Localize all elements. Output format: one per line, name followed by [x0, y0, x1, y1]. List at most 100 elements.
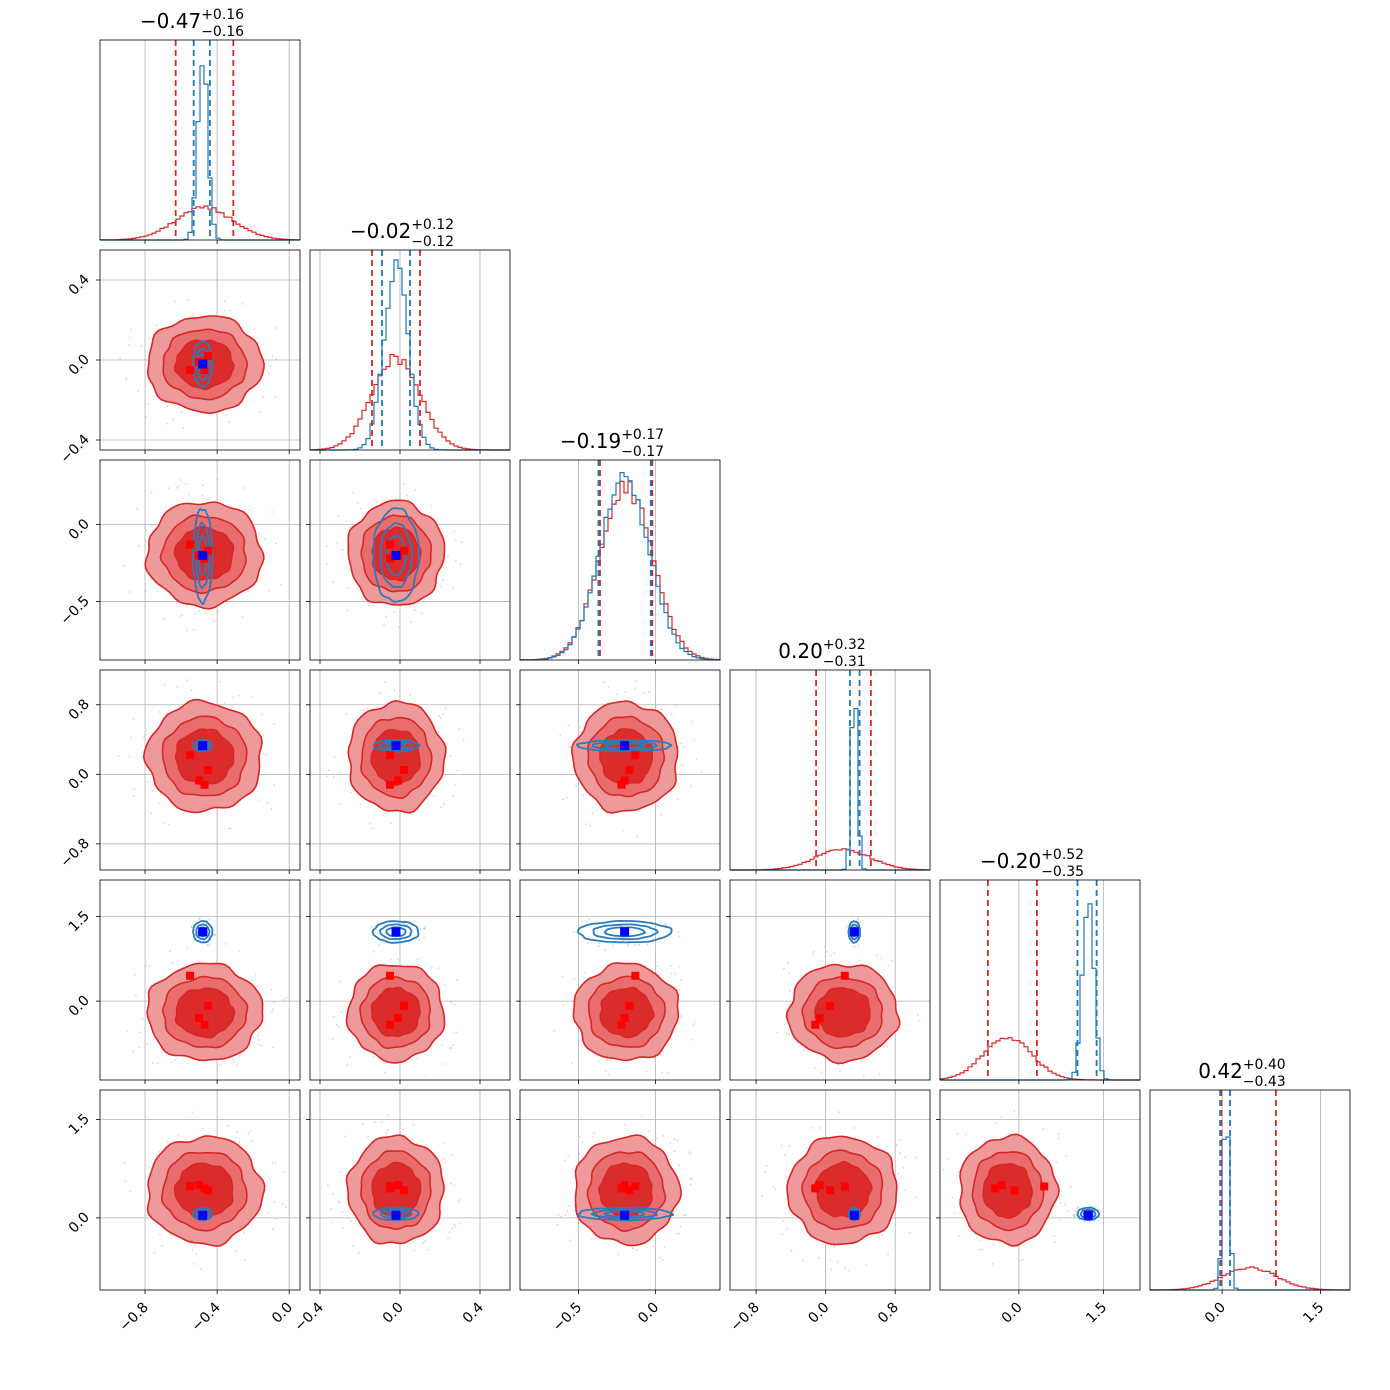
sample-point: [942, 1168, 945, 1171]
sample-point: [225, 414, 227, 417]
sample-point: [383, 941, 386, 944]
sample-point: [143, 965, 146, 968]
sample-point: [853, 1136, 856, 1139]
sample-point: [682, 746, 685, 749]
sample-point: [594, 1237, 596, 1240]
blue-contour: [590, 1208, 658, 1220]
sample-point: [608, 1073, 611, 1076]
panel-2-1: [306, 459, 511, 664]
sample-point: [1055, 1161, 1058, 1164]
red-marker: [386, 751, 394, 760]
sample-point: [385, 813, 388, 815]
sample-point: [216, 494, 219, 497]
sample-point: [194, 921, 197, 923]
sample-point: [399, 1122, 402, 1125]
sample-point: [361, 1123, 364, 1126]
sample-point: [194, 613, 196, 616]
red-marker: [195, 1181, 204, 1190]
sample-point: [413, 928, 416, 931]
sample-point: [439, 806, 442, 809]
sample-point: [451, 1227, 454, 1230]
sample-point: [616, 693, 618, 696]
sample-point: [693, 738, 696, 741]
sample-point: [839, 1070, 841, 1073]
sample-point: [208, 811, 211, 813]
sample-point: [237, 694, 240, 697]
sample-point: [138, 1031, 141, 1034]
sample-point: [447, 1237, 449, 1239]
sample-point: [786, 962, 789, 965]
blue-contour: [385, 742, 407, 749]
sample-point: [247, 1132, 250, 1135]
sample-point: [326, 545, 329, 548]
sample-point: [447, 555, 449, 558]
sample-point: [145, 590, 148, 593]
y-tick-label: −0.4: [57, 431, 92, 466]
sample-point: [195, 610, 198, 613]
sample-point: [422, 1241, 425, 1244]
red-marker: [195, 1014, 204, 1023]
sample-point: [186, 679, 188, 682]
blue-marker: [198, 927, 208, 937]
sample-point: [128, 755, 131, 758]
sample-point: [165, 712, 168, 714]
sample-point: [200, 1268, 203, 1271]
sample-point: [611, 944, 614, 947]
sample-point: [250, 1140, 253, 1142]
blue-histogram: [100, 65, 300, 241]
sample-point: [219, 680, 222, 683]
sample-point: [186, 1062, 189, 1065]
sample-point: [580, 730, 583, 733]
sample-point: [275, 542, 278, 545]
blue-contour: [847, 920, 861, 944]
sample-point: [333, 776, 336, 779]
sample-point: [774, 1188, 777, 1191]
sample-point: [670, 965, 673, 967]
sample-point: [410, 1058, 413, 1061]
sample-point: [567, 1205, 570, 1207]
y-tick-label: 0.0: [66, 766, 93, 793]
sample-point: [656, 965, 659, 968]
sample-point: [253, 328, 256, 330]
sample-point: [414, 488, 417, 491]
sample-point: [282, 999, 285, 1001]
sample-point: [144, 540, 147, 543]
sample-point: [123, 1161, 126, 1164]
panel-title-minus: −0.43: [1243, 1074, 1286, 1090]
sample-point: [269, 364, 272, 367]
blue-marker: [198, 359, 208, 369]
sample-point: [917, 1013, 919, 1016]
sample-point: [915, 1196, 918, 1199]
sample-point: [132, 1050, 135, 1053]
sample-point: [338, 1201, 341, 1204]
panel-frame: [309, 249, 511, 451]
sample-point: [271, 511, 274, 513]
sample-point: [119, 357, 122, 360]
sample-point: [1063, 1203, 1066, 1206]
red-marker: [386, 1184, 394, 1193]
sample-point: [958, 1235, 961, 1238]
sample-point: [229, 827, 232, 830]
sample-point: [348, 526, 351, 528]
sample-point: [187, 299, 190, 302]
sample-point: [957, 1170, 960, 1173]
blue-marker: [391, 927, 401, 937]
sample-point: [456, 769, 459, 772]
sample-point: [581, 920, 584, 923]
sample-point: [243, 1259, 246, 1262]
red-histogram: [99, 205, 301, 241]
sample-point: [573, 931, 576, 934]
sample-point: [453, 530, 456, 533]
sample-point: [579, 726, 581, 728]
sample-point: [273, 1201, 276, 1204]
sample-point: [372, 950, 375, 953]
sample-point: [570, 1062, 573, 1064]
sample-point: [789, 990, 791, 993]
sample-point: [453, 1003, 456, 1006]
blue-marker: [849, 1210, 859, 1220]
sample-point: [598, 942, 601, 945]
sample-point: [176, 486, 179, 489]
sample-point: [679, 741, 681, 744]
panel-frame: [309, 879, 511, 1081]
sample-point: [263, 537, 266, 540]
